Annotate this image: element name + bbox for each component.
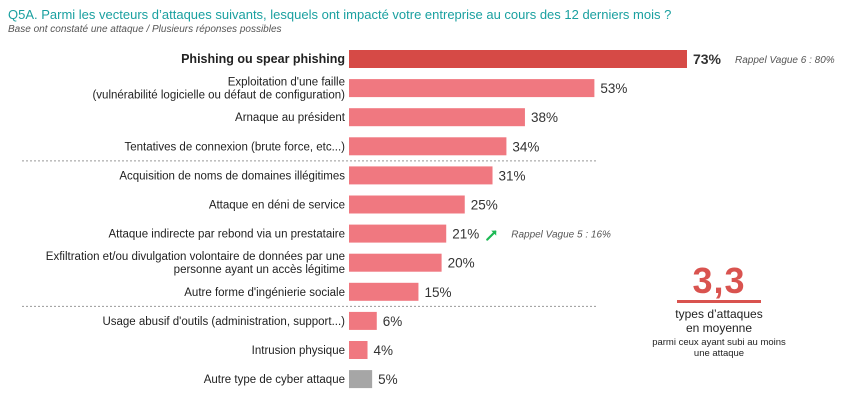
category-label-10: Intrusion physique: [252, 345, 345, 357]
value-label-9: 6%: [383, 314, 403, 329]
category-label-1-line2: (vulnérabilité logicielle ou défaut de c…: [92, 90, 345, 102]
bar-10: [349, 341, 368, 359]
bar-8: [349, 282, 419, 301]
bar-1: [349, 79, 595, 98]
average-summary: 3,3 types d’attaques en moyenne parmi ce…: [648, 260, 790, 360]
average-base-note: parmi ceux ayant subi au moins une attaq…: [652, 337, 786, 359]
bar-3: [349, 137, 507, 156]
value-label-0: 73%: [693, 51, 722, 67]
bar-4: [349, 166, 493, 185]
value-label-2: 38%: [531, 110, 558, 125]
value-label-4: 31%: [499, 168, 526, 183]
category-label-7-line1: Exfiltration et/ou divulgation volontair…: [46, 251, 345, 263]
bar-6: [349, 224, 447, 243]
value-label-10: 4%: [374, 343, 394, 358]
average-label-line2: en moyenne: [685, 321, 753, 335]
bar-7: [349, 253, 442, 272]
value-label-7: 20%: [448, 256, 475, 271]
bar-0: [349, 50, 687, 68]
value-label-5: 25%: [471, 198, 498, 213]
trend-up-arrowhead-icon: [491, 230, 497, 236]
category-label-2: Arnaque au président: [235, 112, 346, 124]
category-label-5: Attaque en déni de service: [209, 200, 345, 212]
value-label-8: 15%: [424, 285, 451, 300]
chart-subtitle: Base ont constaté une attaque / Plusieur…: [8, 24, 282, 35]
recall-note-6: Rappel Vague 5 : 16%: [511, 230, 611, 241]
value-label-1: 53%: [600, 81, 627, 96]
bar-5: [349, 195, 465, 214]
recall-note-0: Rappel Vague 6 : 80%: [735, 55, 835, 66]
bar-2: [349, 108, 525, 127]
average-value: 3,3: [692, 260, 746, 301]
category-label-9: Usage abusif d'outils (administration, s…: [102, 316, 345, 328]
category-label-0: Phishing ou spear phishing: [181, 52, 345, 66]
value-label-3: 34%: [512, 139, 539, 154]
category-label-11: Autre type de cyber attaque: [204, 374, 345, 386]
category-label-1-line1: Exploitation d'une faille: [228, 77, 345, 89]
category-label-7-line2: personne ayant un accès légitime: [174, 264, 345, 276]
category-label-3: Tentatives de connexion (brute force, et…: [124, 141, 345, 153]
category-label-8: Autre forme d'ingénierie sociale: [184, 287, 345, 299]
average-label-line1: types d’attaques: [675, 307, 763, 321]
category-label-6: Attaque indirecte par rebond via un pres…: [108, 229, 345, 241]
value-label-6: 21%: [452, 227, 479, 242]
bar-9: [349, 311, 377, 330]
category-label-4: Acquisition de noms de domaines illégiti…: [119, 170, 345, 182]
chart-title: Q5A. Parmi les vecteurs d’attaques suiva…: [8, 7, 672, 22]
average-underline: [677, 300, 761, 303]
bar-11: [349, 370, 373, 389]
value-label-11: 5%: [378, 372, 398, 387]
